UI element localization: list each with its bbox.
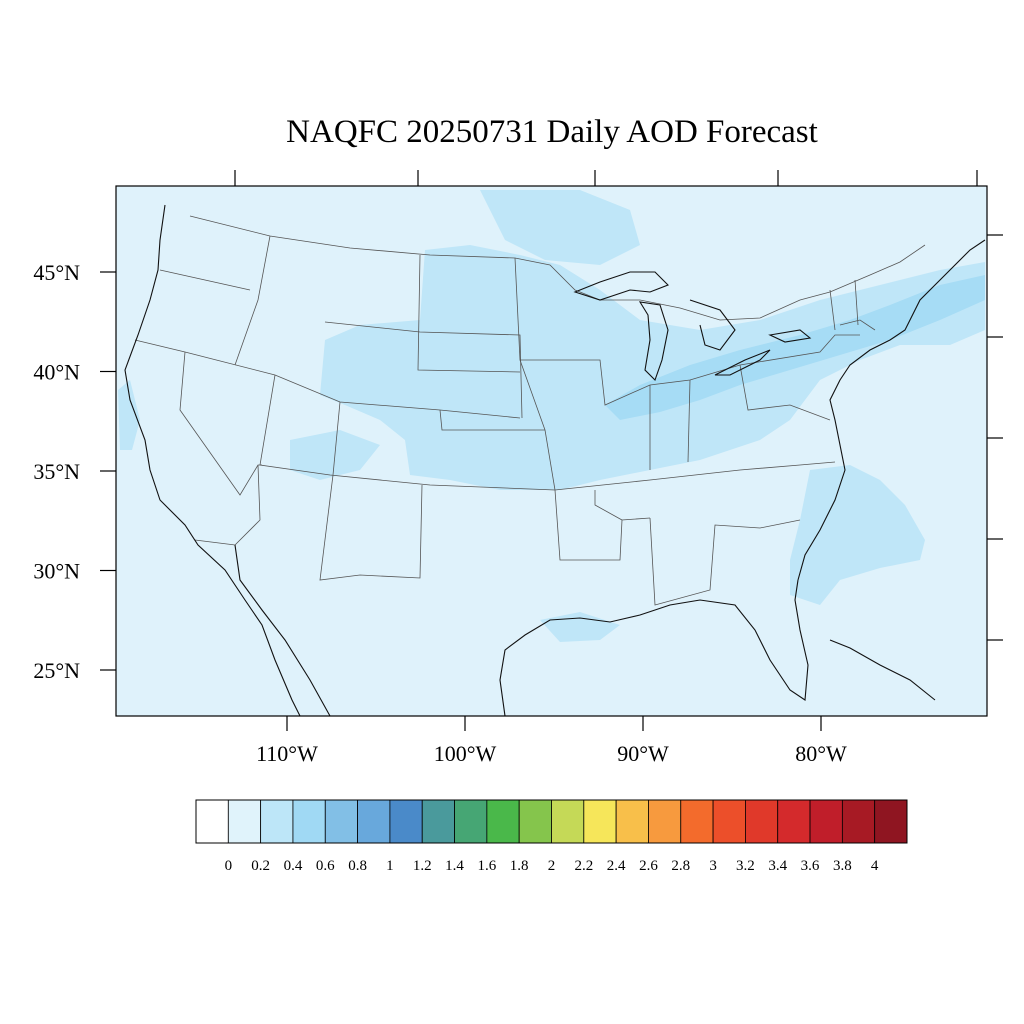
state-line-21 <box>854 279 859 326</box>
pacific-coast <box>124 204 301 717</box>
coastline <box>124 204 986 717</box>
state-line-9 <box>319 401 423 581</box>
colorbar-label-17: 3.4 <box>768 858 787 874</box>
map-panel: 45°N 40°N 35°N 30°N 25°N 110°W 100°W 90°W 80°W <box>33 170 1003 766</box>
state-line-17 <box>594 490 623 521</box>
colorbar-label-1: 0.2 <box>251 858 270 874</box>
colorbar: 0 0.2 0.4 0.6 0.8 1 1.2 1.4 1.6 1.8 2 2.2 2.4 2.6 2.8 3… <box>195 799 908 874</box>
aod-shading <box>118 190 985 642</box>
lake-ontario <box>768 329 812 343</box>
colorbar-swatch-5 <box>357 799 391 844</box>
colorbar-label-4: 0.8 <box>348 858 367 874</box>
florida-keys-cuba <box>829 639 936 701</box>
lat-label-4: 25°N <box>33 658 80 683</box>
colorbar-swatch-20 <box>841 799 876 844</box>
atlantic-coast <box>797 239 986 581</box>
colorbar-label-18: 3.6 <box>801 858 820 874</box>
aod-plume-pacific <box>118 380 140 450</box>
colorbar-label-0: 0 <box>225 858 233 874</box>
colorbar-label-19: 3.8 <box>833 858 852 874</box>
colorbar-label-11: 2.2 <box>574 858 593 874</box>
gulf-coast <box>499 579 809 717</box>
colorbar-swatch-19 <box>809 799 843 844</box>
colorbar-swatch-16 <box>712 799 746 844</box>
latitude-axis: 45°N 40°N 35°N 30°N 25°N <box>33 260 116 683</box>
aod-band-ohio-valley <box>605 275 985 420</box>
colorbar-swatch-12 <box>583 799 617 844</box>
lat-label-3: 30°N <box>33 559 80 584</box>
state-line-16 <box>649 517 801 606</box>
colorbar-swatch-2 <box>260 799 294 844</box>
colorbar-label-20: 4 <box>871 858 879 874</box>
lon-label-1: 100°W <box>434 741 497 766</box>
colorbar-label-6: 1.2 <box>413 858 432 874</box>
colorbar-label-14: 2.8 <box>671 858 690 874</box>
state-line-20 <box>829 289 836 331</box>
state-line-19 <box>839 319 876 331</box>
colorbar-swatch-14 <box>648 799 682 844</box>
colorbar-label-12: 2.4 <box>607 858 626 874</box>
lon-label-0: 110°W <box>256 741 318 766</box>
colorbar-label-8: 1.6 <box>477 858 496 874</box>
colorbar-label-2: 0.4 <box>284 858 303 874</box>
state-line-18 <box>194 464 261 546</box>
lat-label-1: 40°N <box>33 360 80 385</box>
lake-michigan <box>638 301 669 382</box>
colorbar-swatch-0 <box>195 799 229 844</box>
map-tick-marks <box>234 170 1003 641</box>
lat-label-2: 35°N <box>33 459 80 484</box>
colorbar-label-15: 3 <box>709 858 717 874</box>
colorbar-swatch-6 <box>389 799 423 844</box>
colorbar-frame <box>195 799 908 844</box>
state-line-6 <box>514 257 556 491</box>
colorbar-swatch-7 <box>421 799 455 844</box>
colorbar-swatch-1 <box>227 799 262 844</box>
colorbar-swatch-8 <box>454 799 488 844</box>
longitude-axis: 110°W 100°W 90°W 80°W <box>256 716 847 766</box>
state-boundaries <box>134 215 926 606</box>
aod-plume-canada <box>480 190 640 265</box>
colorbar-label-9: 1.8 <box>510 858 529 874</box>
colorbar-label-7: 1.4 <box>445 858 464 874</box>
colorbar-label-3: 0.6 <box>316 858 335 874</box>
state-line-4 <box>324 321 523 419</box>
colorbar-swatch-3 <box>292 799 326 844</box>
lon-label-2: 90°W <box>617 741 669 766</box>
lake-huron-erie <box>689 299 771 376</box>
colorbar-swatch-13 <box>615 799 649 844</box>
figure-title: NAQFC 20250731 Daily AOD Forecast <box>286 114 818 150</box>
map-frame <box>115 185 988 717</box>
state-line-15 <box>554 489 651 561</box>
state-line-5 <box>417 254 521 373</box>
colorbar-swatch-18 <box>777 799 811 844</box>
state-line-2 <box>159 269 251 291</box>
colorbar-swatch-15 <box>680 799 714 844</box>
state-line-14 <box>739 364 831 421</box>
colorbar-swatch-21 <box>874 799 908 844</box>
aod-plume-northern-plains <box>320 245 985 490</box>
colorbar-swatch-11 <box>551 799 585 844</box>
colorbar-swatch-17 <box>745 799 779 844</box>
colorbar-swatch-10 <box>518 799 552 844</box>
colorbar-label-13: 2.6 <box>639 858 658 874</box>
state-line-1 <box>234 235 271 366</box>
us-canada-border <box>189 215 926 321</box>
colorbar-swatch-9 <box>486 799 520 844</box>
state-line-10 <box>439 409 545 431</box>
lon-label-3: 80°W <box>795 741 847 766</box>
state-line-3 <box>134 339 521 419</box>
lake-superior <box>573 271 669 301</box>
colorbar-swatch-4 <box>324 799 358 844</box>
colorbar-label-5: 1 <box>386 858 394 874</box>
colorbar-label-16: 3.2 <box>736 858 755 874</box>
colorbar-label-10: 2 <box>548 858 556 874</box>
state-line-7 <box>179 351 262 496</box>
lat-label-0: 45°N <box>33 260 80 285</box>
baja-gulf-coast <box>234 544 331 717</box>
aod-plume-atlantic <box>790 465 925 605</box>
state-line-13 <box>687 379 691 463</box>
